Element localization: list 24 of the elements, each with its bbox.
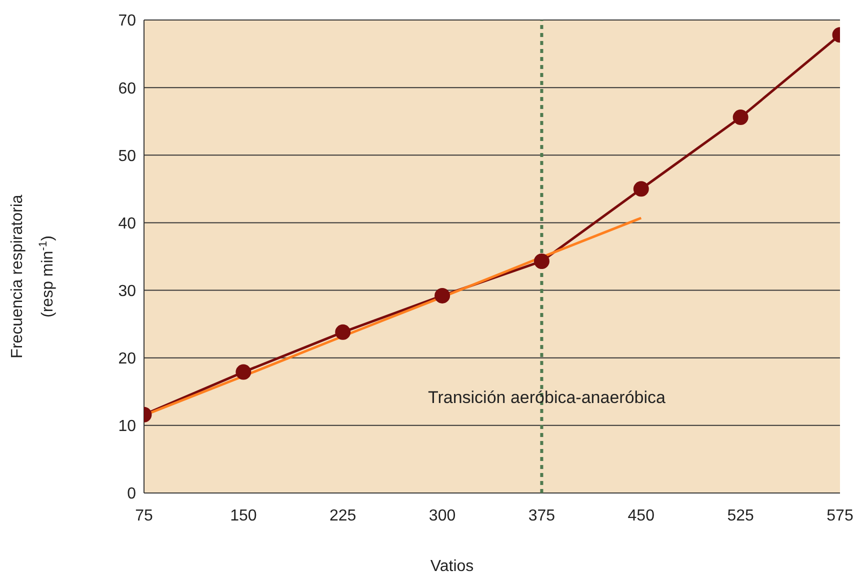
point: [633, 181, 649, 197]
ref-line-label: Transición aeróbica-anaeróbica: [428, 388, 666, 407]
y-tick-label: 0: [127, 486, 136, 503]
y-tick-label: 60: [118, 80, 136, 98]
y-tick-label: 70: [118, 12, 136, 30]
y-tick-label: 10: [118, 418, 136, 436]
y-tick-label: 20: [118, 350, 136, 368]
x-tick-label: 150: [230, 507, 257, 524]
x-axis-title: Vatios: [430, 558, 474, 575]
point: [236, 364, 252, 380]
point: [434, 288, 450, 304]
y-tick-label: 50: [118, 148, 136, 165]
y-tick-label: 30: [118, 282, 136, 300]
x-tick-label: 450: [628, 507, 655, 524]
point: [335, 324, 351, 340]
x-tick-label: 300: [428, 507, 456, 524]
x-tick-label: 575: [826, 507, 854, 524]
x-tick-label: 75: [135, 507, 153, 524]
point: [534, 253, 550, 269]
point: [732, 110, 748, 126]
x-tick-label: 525: [727, 507, 754, 524]
x-tick-label: 225: [330, 507, 356, 524]
x-tick-label: 375: [528, 507, 556, 524]
y-tick-label: 40: [118, 215, 136, 232]
